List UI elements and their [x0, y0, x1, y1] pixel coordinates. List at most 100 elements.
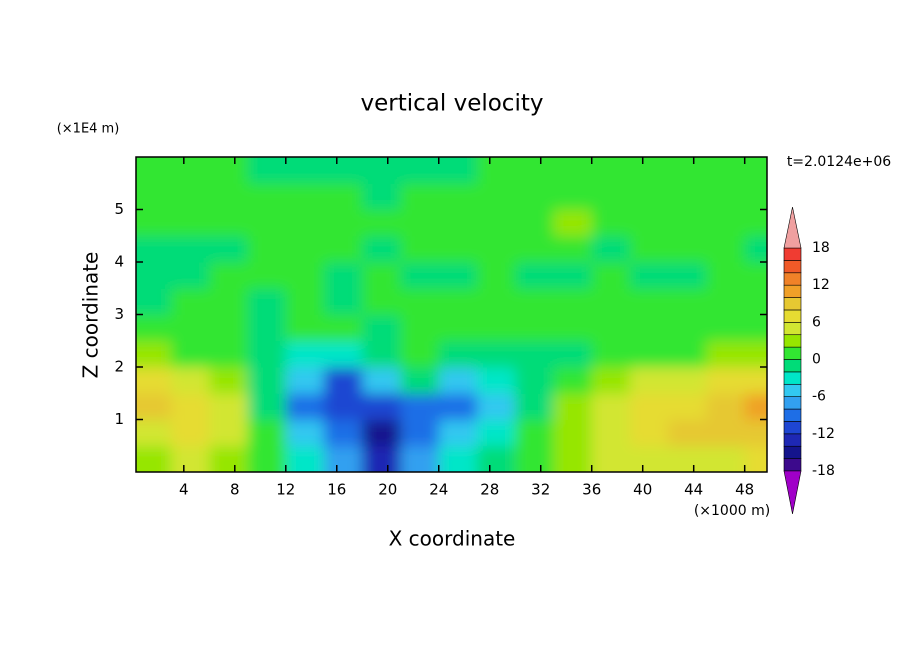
contour-cell [285, 262, 325, 289]
contour-cell [247, 367, 287, 394]
contour-cell [362, 262, 402, 289]
contour-cell [476, 157, 516, 184]
time-label: t=2.0124e+06 [787, 154, 891, 170]
colorbar-box [783, 334, 802, 348]
contour-cell [515, 235, 554, 263]
contour-cell [744, 314, 767, 342]
x-tick-label: 4 [179, 481, 189, 499]
contour-cell [629, 235, 669, 263]
contour-cell [744, 262, 767, 289]
contour-cell [668, 157, 707, 184]
contour-cell [553, 209, 593, 237]
contour-cell [362, 314, 402, 342]
x-unit: (×1000 m) [694, 503, 770, 519]
contour-cell [171, 445, 210, 472]
contour-cell [744, 235, 767, 263]
contour-cell [744, 183, 767, 210]
colorbar-label: -12 [812, 426, 835, 442]
colorbar-box [783, 371, 802, 385]
y-tick-label: 2 [114, 358, 124, 376]
contour-cell [438, 288, 478, 315]
contour-cell [438, 393, 478, 420]
contour-cells [136, 157, 767, 472]
contour-cell [247, 393, 287, 420]
y-axis-label: Z coordinate [79, 252, 103, 379]
contour-cell [400, 288, 440, 315]
contour-cell [668, 445, 707, 472]
contour-cell [324, 419, 363, 447]
contour-cell [247, 445, 287, 472]
contour-cell [706, 157, 746, 184]
colorbar-box [783, 309, 802, 323]
contour-cell [438, 157, 478, 184]
contour-cell [362, 393, 402, 420]
contour-cell [706, 262, 746, 289]
contour-cell [171, 235, 210, 263]
contour-cell [438, 340, 478, 368]
contour-cell [591, 183, 631, 210]
contour-cell [438, 445, 478, 472]
contour-cell [706, 314, 746, 342]
contour-cell [209, 262, 249, 289]
contour-cell [209, 340, 249, 368]
contour-cell [744, 157, 767, 184]
x-tick-label: 40 [633, 481, 652, 499]
contour-cell [629, 209, 669, 237]
contour-cell [324, 235, 363, 263]
contour-cell [515, 419, 554, 447]
contour-cell [400, 314, 440, 342]
colorbar-end [783, 206, 802, 249]
contour-cell [668, 419, 707, 447]
contour-cell [209, 157, 249, 184]
contour-cell [362, 183, 402, 210]
contour-cell [706, 340, 746, 368]
contour-cell [171, 262, 210, 289]
colorbar-box [783, 260, 802, 274]
contour-cell [591, 314, 631, 342]
contour-cell [706, 183, 746, 210]
contour-cell [136, 314, 172, 342]
contour-cell [476, 419, 516, 447]
contour-cell [209, 314, 249, 342]
contour-cell [247, 235, 287, 263]
contour-cell [476, 262, 516, 289]
contour-cell [706, 288, 746, 315]
contour-cell [400, 393, 440, 420]
contour-cell [209, 288, 249, 315]
contour-cell [629, 340, 669, 368]
contour-cell [171, 340, 210, 368]
colorbar-box [783, 297, 802, 311]
contour-cell [668, 340, 707, 368]
y-tick-label: 4 [114, 253, 124, 271]
contour-cell [247, 288, 287, 315]
contour-cell [744, 445, 767, 472]
contour-cell [476, 393, 516, 420]
contour-cell [706, 445, 746, 472]
contour-cell [285, 288, 325, 315]
contour-cell [629, 314, 669, 342]
contour-cell [515, 262, 554, 289]
contour-cell [553, 235, 593, 263]
colorbar-box [783, 346, 802, 360]
contour-cell [285, 419, 325, 447]
contour-cell [591, 235, 631, 263]
contour-cell [438, 235, 478, 263]
contour-cell [400, 445, 440, 472]
x-tick-label: 20 [378, 481, 397, 499]
contour-cell [400, 235, 440, 263]
contour-cell [668, 262, 707, 289]
contour-cell [136, 367, 172, 394]
contour-cell [136, 288, 172, 315]
x-tick-label: 28 [480, 481, 499, 499]
colorbar-box [783, 322, 802, 336]
colorbar-label: 6 [812, 314, 821, 330]
contour-cell [285, 235, 325, 263]
chart-title: vertical velocity [361, 91, 544, 117]
contour-cell [706, 235, 746, 263]
contour-cell [209, 393, 249, 420]
contour-cell [706, 367, 746, 394]
contour-cell [324, 340, 363, 368]
contour-cell [247, 183, 287, 210]
contour-cell [744, 209, 767, 237]
